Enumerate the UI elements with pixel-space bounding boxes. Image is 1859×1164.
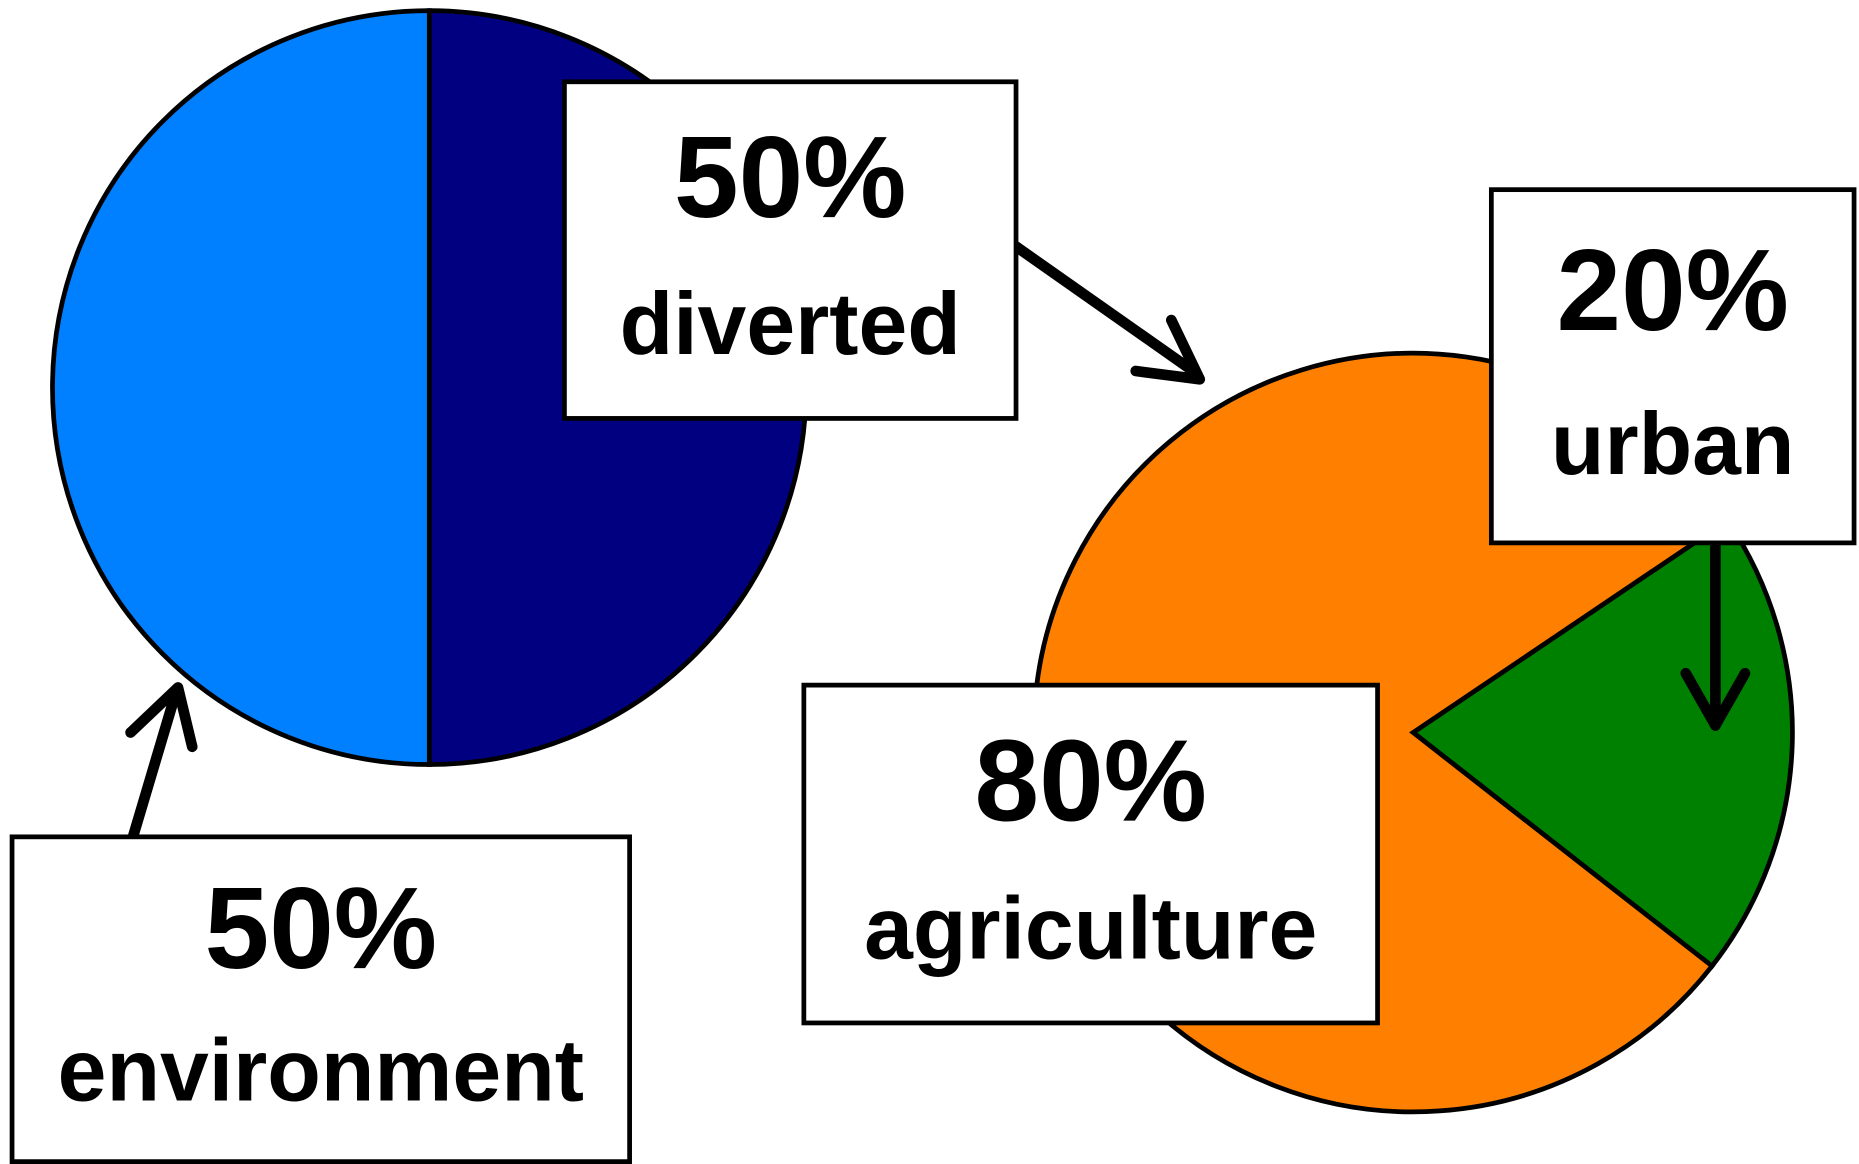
arrow-diverted [1010, 241, 1197, 376]
category-label: urban [1551, 395, 1795, 493]
label-box [562, 79, 1019, 421]
value-label: 80% [974, 716, 1206, 846]
label-box [801, 682, 1380, 1026]
arrow-head [1130, 314, 1206, 385]
value-label: 20% [1556, 225, 1788, 355]
arrow-head [1680, 667, 1751, 731]
arrow-environment [127, 688, 181, 843]
category-label: agriculture [864, 879, 1317, 977]
pie-slice [49, 8, 432, 767]
label-box [9, 834, 632, 1164]
arrows [125, 241, 1751, 843]
value-label: 50% [205, 863, 437, 993]
value-label: 50% [674, 112, 906, 242]
label-box [1488, 187, 1857, 546]
arrow-head [125, 682, 198, 753]
pie-slice [1409, 517, 1795, 970]
category-label: environment [58, 1021, 584, 1119]
category-label: diverted [620, 275, 961, 373]
